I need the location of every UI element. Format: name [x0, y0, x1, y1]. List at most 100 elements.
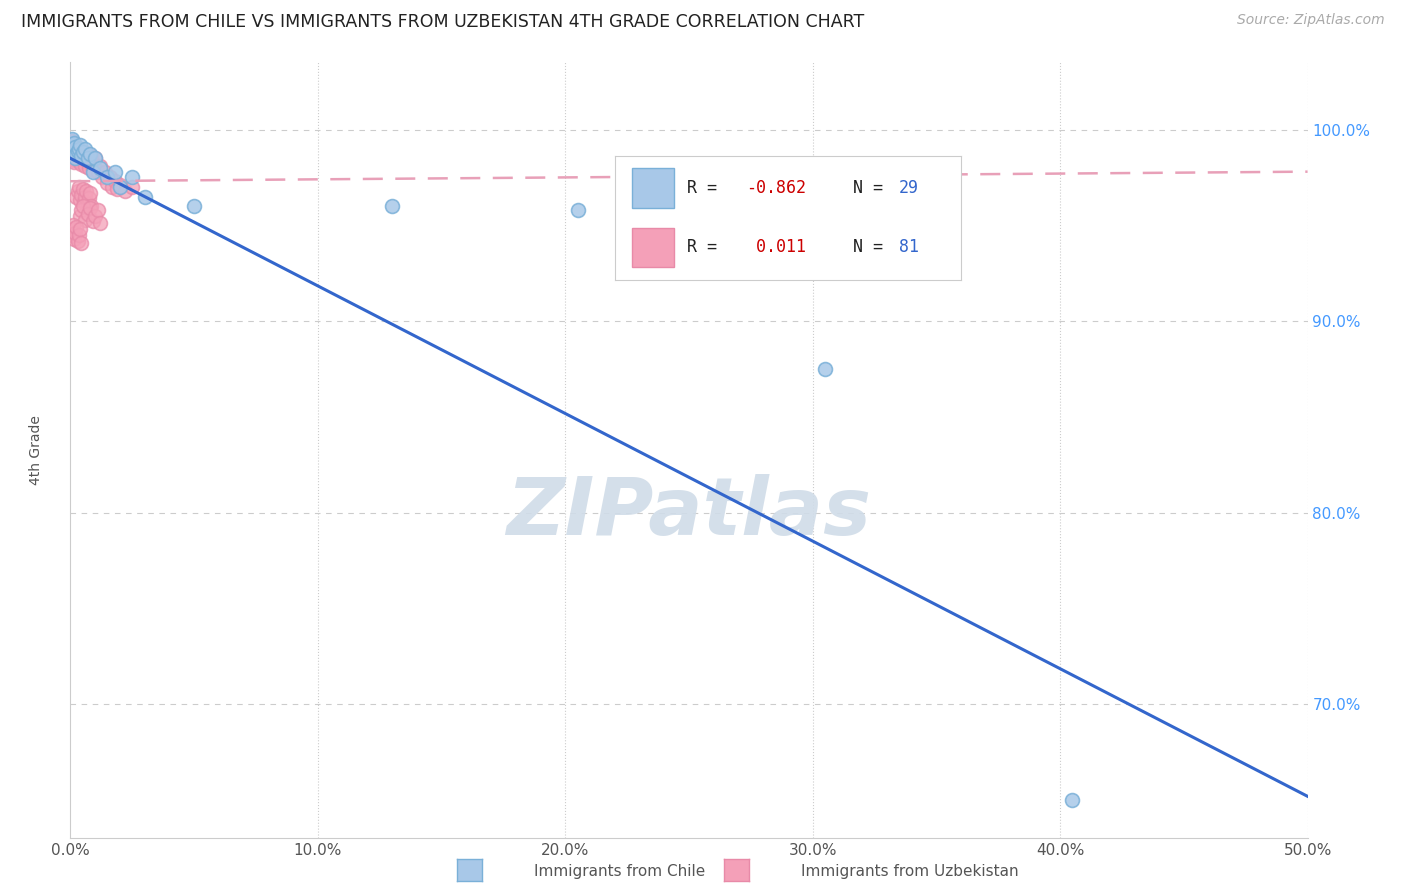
- Point: [121, 180, 143, 194]
- Point: [82, 164, 104, 178]
- Point: [65, 189, 87, 203]
- Point: [94, 164, 117, 178]
- Point: [69, 149, 91, 163]
- Point: [59, 145, 82, 160]
- Point: [79, 155, 101, 169]
- Point: [77, 192, 100, 206]
- Point: [70, 157, 93, 171]
- Point: [62, 142, 84, 156]
- Point: [66, 153, 89, 168]
- Point: [67, 227, 90, 242]
- Text: ZIPatlas: ZIPatlas: [506, 474, 872, 551]
- Point: [62, 149, 84, 163]
- Point: [89, 216, 111, 230]
- Point: [60, 137, 83, 152]
- Point: [96, 176, 118, 190]
- Point: [80, 149, 103, 163]
- Point: [75, 153, 97, 168]
- Point: [114, 184, 136, 198]
- Point: [69, 155, 91, 169]
- Point: [66, 140, 89, 154]
- Point: [72, 151, 94, 165]
- Point: [83, 157, 105, 171]
- Point: [75, 189, 97, 203]
- Point: [69, 209, 91, 223]
- Point: [65, 140, 87, 154]
- Point: [67, 147, 90, 161]
- Point: [65, 145, 87, 160]
- Point: [381, 199, 404, 213]
- Point: [98, 170, 121, 185]
- Point: [60, 132, 83, 146]
- Point: [69, 222, 91, 236]
- Point: [77, 161, 100, 175]
- Point: [79, 201, 101, 215]
- Point: [62, 140, 84, 154]
- Point: [86, 202, 108, 217]
- Point: [66, 184, 89, 198]
- Point: [89, 161, 111, 175]
- Point: [89, 159, 111, 173]
- Point: [72, 145, 94, 160]
- Point: [70, 235, 93, 250]
- Point: [134, 189, 156, 203]
- Point: [60, 227, 83, 242]
- Point: [65, 226, 87, 240]
- Text: Immigrants from Uzbekistan: Immigrants from Uzbekistan: [801, 863, 1019, 879]
- Point: [84, 151, 107, 165]
- Point: [63, 147, 86, 161]
- Point: [76, 151, 98, 165]
- Point: [108, 178, 131, 192]
- Point: [60, 151, 83, 165]
- Point: [70, 202, 93, 217]
- Point: [63, 137, 86, 152]
- Point: [60, 222, 83, 236]
- Point: [62, 145, 84, 160]
- Point: [73, 195, 96, 210]
- Point: [60, 137, 83, 152]
- Point: [80, 199, 103, 213]
- Text: 4th Grade: 4th Grade: [28, 416, 42, 485]
- Point: [76, 207, 98, 221]
- Point: [65, 151, 87, 165]
- Point: [108, 180, 131, 194]
- Point: [1062, 793, 1084, 807]
- Point: [814, 362, 837, 376]
- Point: [73, 145, 96, 160]
- Point: [63, 136, 86, 150]
- Text: Source: ZipAtlas.com: Source: ZipAtlas.com: [1237, 13, 1385, 28]
- Point: [69, 144, 91, 158]
- Point: [79, 147, 101, 161]
- Point: [121, 170, 143, 185]
- Point: [183, 199, 205, 213]
- Point: [63, 232, 86, 246]
- Point: [60, 147, 83, 161]
- Text: Immigrants from Chile: Immigrants from Chile: [534, 863, 706, 879]
- Point: [76, 197, 98, 211]
- Point: [67, 142, 90, 156]
- Point: [72, 199, 94, 213]
- Point: [70, 149, 93, 163]
- Point: [82, 162, 104, 177]
- Point: [75, 142, 97, 156]
- Point: [84, 209, 107, 223]
- Point: [63, 151, 86, 165]
- Point: [82, 214, 104, 228]
- Point: [62, 144, 84, 158]
- Point: [70, 187, 93, 202]
- Point: [101, 180, 124, 194]
- Point: [76, 147, 98, 161]
- Point: [66, 234, 89, 248]
- Point: [60, 142, 83, 156]
- Point: [96, 170, 118, 185]
- Point: [104, 164, 127, 178]
- Point: [105, 182, 128, 196]
- Point: [67, 142, 90, 156]
- Point: [75, 159, 97, 173]
- Point: [86, 164, 108, 178]
- Point: [62, 153, 84, 168]
- Point: [69, 137, 91, 152]
- Point: [84, 151, 107, 165]
- Point: [75, 184, 97, 198]
- Point: [65, 220, 87, 235]
